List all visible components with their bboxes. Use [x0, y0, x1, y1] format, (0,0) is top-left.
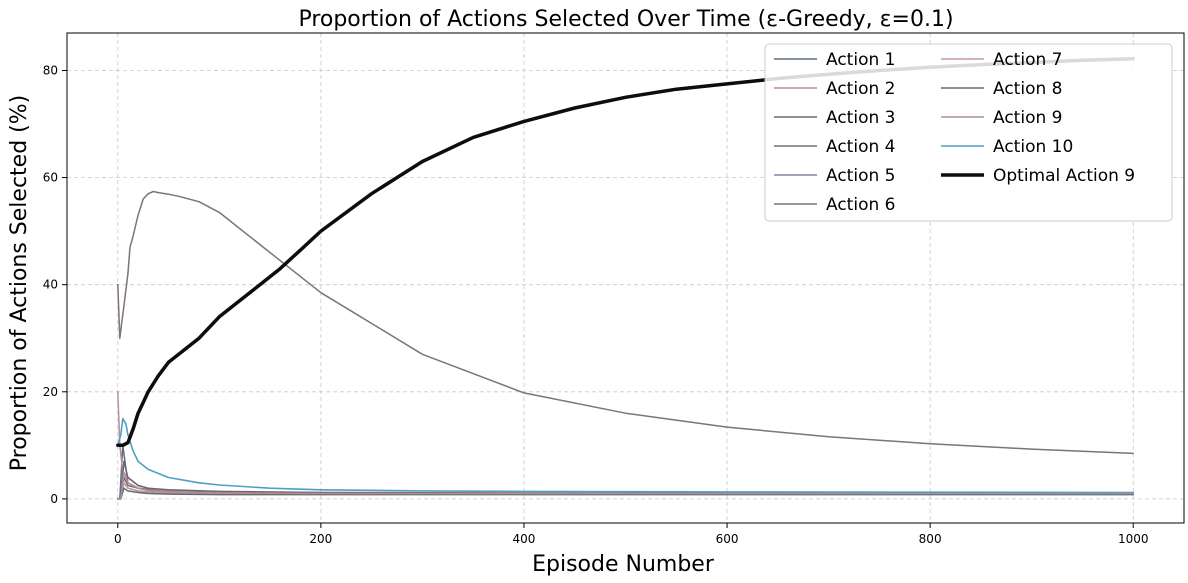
x-tick-label: 0	[114, 532, 122, 546]
x-tick-label: 800	[919, 532, 942, 546]
gridlines	[67, 33, 1184, 523]
x-tick-label: 200	[309, 532, 332, 546]
x-tick-label: 600	[716, 532, 739, 546]
legend-label-action-2: Action 2	[826, 79, 895, 99]
series-line-action-5	[117, 482, 1134, 500]
x-axis-ticks: 0 200 400 600 800 1000	[114, 523, 1149, 546]
y-tick-label: 60	[43, 171, 58, 185]
legend-label-action-9: Action 9	[993, 108, 1062, 128]
legend-label-action-1: Action 1	[826, 50, 895, 70]
legend-box	[764, 43, 1173, 222]
legend-label-optimal-action-9: Optimal Action 9	[993, 166, 1135, 186]
series-line-action-2	[117, 391, 1134, 495]
legend: Action 1 Action 2 Action 3 Action 4 Action 5…	[764, 43, 1173, 222]
series-line-action-6	[117, 190, 1134, 455]
y-tick-label: 80	[43, 63, 58, 77]
series-line-action-10	[117, 417, 1134, 494]
legend-label-action-5: Action 5	[826, 166, 895, 186]
legend-label-action-10: Action 10	[993, 137, 1073, 157]
y-axis-label: Proportion of Actions Selected (%)	[7, 95, 32, 472]
chart-title: Proportion of Actions Selected Over Time…	[298, 7, 953, 32]
x-tick-label: 400	[513, 532, 536, 546]
legend-label-action-4: Action 4	[826, 137, 895, 157]
y-tick-label: 20	[43, 385, 58, 399]
y-tick-label: 40	[43, 278, 58, 292]
x-tick-label: 1000	[1118, 532, 1149, 546]
series-line-action-8	[117, 487, 1134, 500]
plot-frame	[66, 32, 1185, 524]
x-axis-label: Episode Number	[532, 552, 715, 577]
y-axis-ticks: 0 20 40 60 80	[43, 63, 67, 506]
legend-label-action-3: Action 3	[826, 108, 895, 128]
legend-label-action-7: Action 7	[993, 50, 1062, 70]
y-tick-label: 0	[50, 492, 58, 506]
series-line-action-7	[117, 482, 1134, 500]
series-line-action-9	[117, 471, 1134, 500]
legend-label-action-8: Action 8	[993, 79, 1062, 99]
legend-label-action-6: Action 6	[826, 195, 895, 215]
